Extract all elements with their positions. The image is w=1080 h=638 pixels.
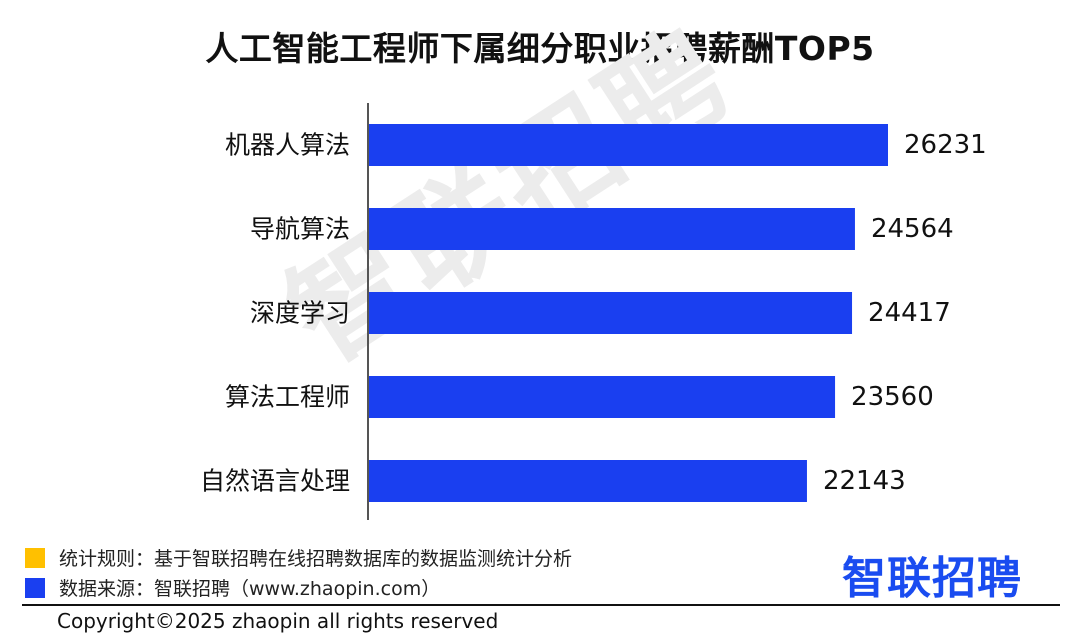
category-label-1: 机器人算法: [225, 131, 350, 160]
legend-item-source: 数据来源：智联招聘（www.zhaopin.com）: [25, 574, 440, 601]
category-label-3: 深度学习: [250, 299, 350, 328]
chart-title: 人工智能工程师下属细分职业招聘薪酬TOP5: [205, 29, 875, 68]
category-label-4: 算法工程师: [225, 383, 350, 412]
legend-label-rule: 统计规则：基于智联招聘在线招聘数据库的数据监测统计分析: [59, 548, 573, 570]
value-label-1: 26231: [904, 130, 987, 160]
zhaopin-logo: 智联招聘: [842, 553, 1022, 604]
legend-swatch-yellow: [25, 547, 45, 568]
legend-swatch-blue: [25, 577, 45, 598]
bar-3: [368, 292, 853, 334]
value-label-3: 24417: [868, 298, 951, 328]
bar-1: [368, 124, 888, 166]
footer-divider: [22, 604, 1060, 606]
legend-label-source: 数据来源：智联招聘（www.zhaopin.com）: [59, 578, 441, 600]
category-label-5: 自然语言处理: [200, 467, 350, 496]
copyright-text: Copyright©2025 zhaopin all rights reserv…: [57, 609, 499, 633]
bar-4: [368, 376, 836, 418]
bar-2: [368, 208, 855, 250]
value-label-4: 23560: [851, 382, 934, 412]
category-label-2: 导航算法: [250, 215, 350, 244]
legend-item-rule: 统计规则：基于智联招聘在线招聘数据库的数据监测统计分析: [25, 544, 572, 571]
bar-5: [368, 460, 807, 502]
bar-chart: 机器人算法 26231 导航算法 24564 深度学习 24417 算法工程师 23560 自然…: [200, 103, 987, 520]
value-label-2: 24564: [871, 214, 954, 244]
value-label-5: 22143: [823, 466, 906, 496]
